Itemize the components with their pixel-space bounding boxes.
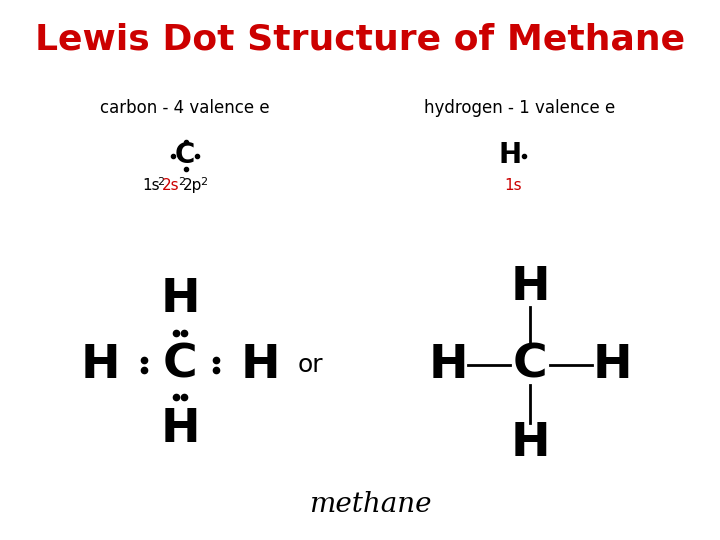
Text: H: H (498, 141, 521, 169)
Text: Lewis Dot Structure of Methane: Lewis Dot Structure of Methane (35, 23, 685, 57)
Text: H: H (240, 342, 280, 388)
Text: 2: 2 (178, 177, 185, 187)
Text: C: C (163, 342, 197, 388)
Text: H: H (160, 278, 200, 322)
Text: C: C (175, 141, 195, 169)
Text: 1s: 1s (504, 178, 521, 193)
Text: 2s: 2s (162, 178, 179, 193)
Text: H: H (428, 342, 468, 388)
Text: H: H (510, 421, 550, 465)
Text: methane: methane (309, 491, 431, 518)
Text: H: H (160, 408, 200, 453)
Text: 1s: 1s (142, 178, 160, 193)
Text: H: H (80, 342, 120, 388)
Text: hydrogen - 1 valence e: hydrogen - 1 valence e (424, 99, 616, 117)
Text: or: or (297, 353, 323, 377)
Text: carbon - 4 valence e: carbon - 4 valence e (100, 99, 270, 117)
Text: C: C (513, 342, 547, 388)
Text: 2p: 2p (183, 178, 202, 193)
Text: 2: 2 (157, 177, 164, 187)
Text: H: H (592, 342, 632, 388)
Text: 2: 2 (200, 177, 207, 187)
Text: H: H (510, 265, 550, 309)
